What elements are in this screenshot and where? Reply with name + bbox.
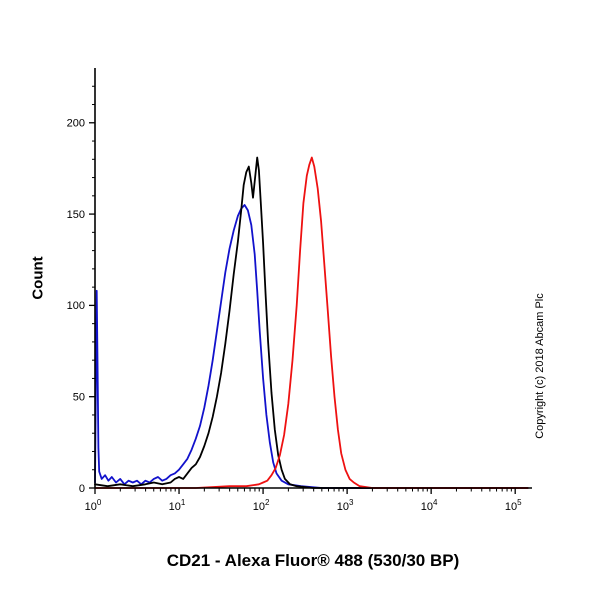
copyright-text: Copyright (c) 2018 Abcam Plc xyxy=(534,293,546,439)
x-tick-label: 105 xyxy=(505,498,522,513)
series-unlabelled-control-blue xyxy=(94,204,529,489)
x-tick-label: 100 xyxy=(85,498,102,513)
x-tick-label: 104 xyxy=(421,498,438,513)
y-tick-label: 150 xyxy=(67,209,85,221)
y-tick-label: 200 xyxy=(67,118,85,130)
y-tick-label: 100 xyxy=(67,300,85,312)
x-tick-label: 102 xyxy=(253,498,270,513)
series-cd21-stained-red xyxy=(94,156,529,489)
y-tick-label: 50 xyxy=(73,391,85,403)
x-tick-label: 101 xyxy=(169,498,186,513)
y-axis-label: Count xyxy=(29,256,47,300)
series-isotype-control-black xyxy=(94,156,529,489)
y-axis-label-wrap: Count xyxy=(30,256,47,299)
y-tick-label: 0 xyxy=(79,483,85,495)
copyright-wrap: Copyright (c) 2018 Abcam Plc xyxy=(534,293,546,439)
x-tick-label: 103 xyxy=(337,498,354,513)
x-axis-title: CD21 - Alexa Fluor® 488 (530/30 BP) xyxy=(166,551,460,570)
